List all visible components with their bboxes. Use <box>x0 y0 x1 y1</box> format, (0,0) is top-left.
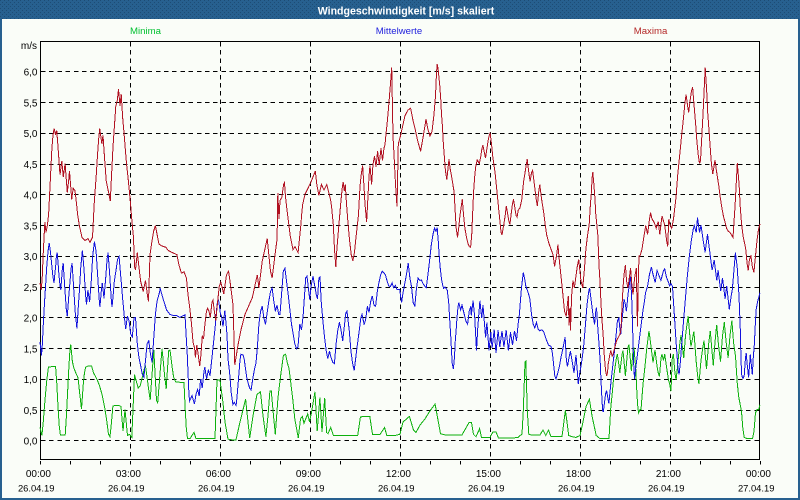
svg-text:4,0: 4,0 <box>24 191 38 202</box>
svg-text:Maxima: Maxima <box>634 26 668 37</box>
svg-text:26.04.19: 26.04.19 <box>108 483 145 494</box>
svg-text:5,0: 5,0 <box>24 129 38 140</box>
svg-text:5,5: 5,5 <box>24 98 38 109</box>
svg-text:4,5: 4,5 <box>24 160 38 171</box>
svg-text:1,5: 1,5 <box>24 344 38 355</box>
svg-text:00:00: 00:00 <box>746 469 771 480</box>
svg-text:26.04.19: 26.04.19 <box>378 483 415 494</box>
svg-text:3,5: 3,5 <box>24 221 38 232</box>
svg-text:Mittelwerte: Mittelwerte <box>376 26 422 37</box>
svg-text:0,0: 0,0 <box>24 437 38 448</box>
svg-text:26.04.19: 26.04.19 <box>18 483 55 494</box>
svg-text:m/s: m/s <box>21 41 37 52</box>
svg-text:26.04.19: 26.04.19 <box>648 483 685 494</box>
svg-text:26.04.19: 26.04.19 <box>198 483 235 494</box>
svg-text:03:00: 03:00 <box>116 469 141 480</box>
svg-text:Minima: Minima <box>130 26 162 37</box>
svg-text:1,0: 1,0 <box>24 375 38 386</box>
svg-text:2,0: 2,0 <box>24 314 38 325</box>
svg-text:15:00: 15:00 <box>476 469 501 480</box>
svg-text:26.04.19: 26.04.19 <box>468 483 505 494</box>
svg-text:21:00: 21:00 <box>656 469 681 480</box>
svg-text:12:00: 12:00 <box>386 469 411 480</box>
svg-text:26.04.19: 26.04.19 <box>288 483 325 494</box>
svg-text:00:00: 00:00 <box>26 469 51 480</box>
svg-text:27.04.19: 27.04.19 <box>738 483 775 494</box>
svg-text:09:00: 09:00 <box>296 469 321 480</box>
svg-text:6,0: 6,0 <box>24 68 38 79</box>
svg-text:26.04.19: 26.04.19 <box>558 483 595 494</box>
svg-text:0,5: 0,5 <box>24 406 38 417</box>
svg-text:2,5: 2,5 <box>24 283 38 294</box>
svg-text:18:00: 18:00 <box>566 469 591 480</box>
svg-text:3,0: 3,0 <box>24 252 38 263</box>
svg-text:06:00: 06:00 <box>206 469 231 480</box>
svg-text:Windgeschwindigkeit [m/s] skal: Windgeschwindigkeit [m/s] skaliert <box>318 6 495 18</box>
